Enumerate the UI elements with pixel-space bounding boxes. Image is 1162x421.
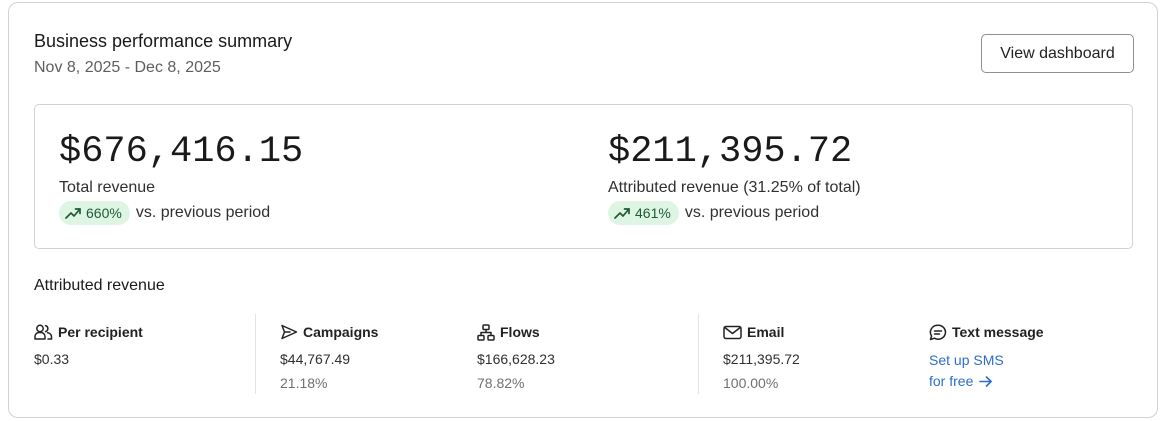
change-percent: 660% <box>86 205 122 221</box>
stat-text-message: Text message Set up SMS for free <box>929 322 1044 392</box>
stat-value: $211,395.72 <box>723 351 800 367</box>
change-text: vs. previous period <box>684 204 820 221</box>
stat-header: Campaigns <box>280 322 378 342</box>
users-icon <box>34 324 53 340</box>
stat-percent: 78.82% <box>477 375 525 391</box>
metric-change: 461% vs. previous period <box>608 201 861 225</box>
mail-icon <box>723 325 742 339</box>
stat-label: Text message <box>952 324 1044 340</box>
change-badge: 461% <box>608 201 679 225</box>
stat-label: Email <box>747 324 785 340</box>
stat-label: Per recipient <box>58 324 143 340</box>
link-line-2: for free <box>929 373 974 389</box>
date-range: Nov 8, 2025 - Dec 8, 2025 <box>34 59 221 76</box>
metric-attributed-revenue: $211,395.72 Attributed revenue (31.25% o… <box>608 131 861 225</box>
divider <box>698 314 699 394</box>
stat-label: Campaigns <box>303 324 379 340</box>
trending-up-icon <box>65 208 81 219</box>
view-dashboard-button[interactable]: View dashboard <box>981 34 1134 73</box>
change-percent: 461% <box>635 205 671 221</box>
stat-header: Text message <box>929 322 1044 342</box>
metric-change: 660% vs. previous period <box>59 201 303 225</box>
metric-label: Total revenue <box>59 179 156 196</box>
stat-per-recipient: Per recipient $0.33 <box>34 322 143 367</box>
metric-value: $676,416.15 <box>59 131 304 173</box>
link-line-1: Set up SMS <box>929 352 1004 368</box>
stat-value: $166,628.23 <box>477 351 555 367</box>
send-icon <box>281 324 298 340</box>
stat-value: $44,767.49 <box>280 351 351 367</box>
stat-header: Email <box>723 322 800 342</box>
stat-percent: 100.00% <box>723 375 779 391</box>
stat-campaigns: Campaigns $44,767.49 21.18% <box>280 322 378 391</box>
arrow-right-icon <box>979 376 993 387</box>
message-icon <box>929 323 947 340</box>
performance-summary-card: Business performance summary Nov 8, 2025… <box>8 2 1158 418</box>
metric-total-revenue: $676,416.15 Total revenue 660% vs. previ… <box>59 131 303 225</box>
stat-flows: Flows $166,628.23 78.82% <box>477 322 555 391</box>
stat-email: Email $211,395.72 100.00% <box>723 322 800 391</box>
stat-label: Flows <box>500 324 540 340</box>
card-title: Business performance summary <box>34 31 293 51</box>
trending-up-icon <box>614 208 630 219</box>
stat-header: Flows <box>477 322 555 342</box>
setup-sms-link[interactable]: Set up SMS for free <box>929 350 1044 392</box>
metrics-box: $676,416.15 Total revenue 660% vs. previ… <box>34 104 1133 249</box>
metric-label: Attributed revenue (31.25% of total) <box>608 179 861 196</box>
metric-value: $211,395.72 <box>608 131 853 173</box>
section-title: Attributed revenue <box>34 277 165 294</box>
stat-value: $0.33 <box>34 351 70 367</box>
stat-header: Per recipient <box>34 322 143 342</box>
change-text: vs. previous period <box>135 204 271 221</box>
change-badge: 660% <box>59 201 130 225</box>
stat-percent: 21.18% <box>280 375 328 391</box>
divider <box>255 314 256 394</box>
flow-icon <box>477 323 495 341</box>
